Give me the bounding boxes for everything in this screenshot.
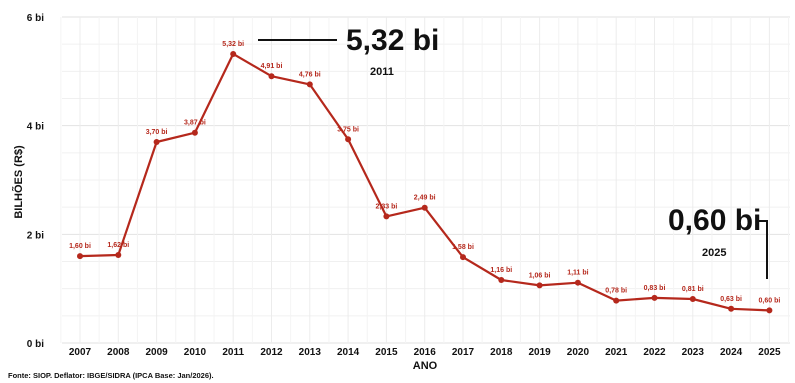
source-note: Fonte: SIOP. Deflator: IBGE/SIDRA (IPCA …	[8, 371, 214, 380]
x-tick-label: 2017	[452, 347, 475, 358]
data-point	[766, 307, 773, 314]
data-labels: 1,60 bi 1,62 bi 3,70 bi 3,87 bi 5,32 bi 4,91 …	[69, 41, 780, 304]
data-point	[460, 254, 466, 261]
x-tick-label: 2011	[222, 347, 244, 358]
x-tick-label: 2020	[567, 347, 590, 358]
data-point	[536, 282, 543, 289]
x-tick-label: 2019	[528, 347, 551, 358]
data-label: 3,70 bi	[146, 129, 168, 136]
data-label: 1,58 bi	[452, 244, 474, 251]
data-point	[153, 138, 160, 145]
y-tick-label: 6 bi	[27, 13, 44, 24]
data-label: 0,83 bi	[644, 285, 666, 292]
x-tick-label: 2023	[682, 347, 705, 358]
data-label: 3,87 bi	[184, 120, 206, 127]
data-point	[77, 253, 83, 260]
x-tick-label: 2010	[184, 347, 207, 358]
x-tick-label: 2018	[490, 347, 513, 358]
x-tick-label: 2015	[375, 347, 398, 358]
data-point	[345, 136, 352, 143]
data-point	[268, 73, 275, 80]
data-point	[191, 129, 198, 136]
x-tick-label: 2014	[337, 347, 360, 358]
callout-peak-year: 2011	[370, 66, 394, 78]
x-tick-label: 2021	[605, 347, 628, 358]
data-label: 1,60 bi	[69, 243, 91, 250]
data-label: 5,32 bi	[222, 41, 244, 48]
data-label: 1,06 bi	[529, 272, 551, 279]
x-tick-label: 2007	[69, 347, 92, 358]
data-label: 0,78 bi	[605, 288, 627, 295]
data-label: 3,75 bi	[337, 126, 359, 133]
x-tick-label: 2016	[414, 347, 437, 358]
x-tick-label: 2025	[758, 347, 781, 358]
data-point	[421, 204, 428, 211]
data-point	[230, 50, 237, 57]
data-points	[77, 50, 773, 314]
data-label: 2,49 bi	[414, 195, 436, 202]
data-point	[383, 213, 390, 220]
grid	[60, 16, 790, 344]
data-label: 2,33 bi	[376, 203, 398, 210]
x-tick-label: 2009	[145, 347, 168, 358]
data-point	[306, 81, 313, 88]
data-point	[689, 295, 696, 302]
data-point	[613, 297, 620, 304]
data-label: 1,16 bi	[490, 267, 512, 274]
x-tick-label: 2013	[299, 347, 322, 358]
x-tick-label: 2008	[107, 347, 130, 358]
data-point	[115, 251, 122, 258]
data-label: 1,62 bi	[107, 242, 129, 249]
x-tick-labels: 2007 2008 2009 2010 2011 2012 2013 2014 2015 2016…	[69, 347, 781, 358]
data-label: 1,11 bi	[567, 270, 588, 277]
callout-peak-value: 5,32 bi	[346, 24, 439, 57]
data-point	[651, 294, 658, 301]
x-tick-label: 2024	[720, 347, 743, 358]
callout-last-value: 0,60 bi	[668, 204, 761, 237]
x-tick-label: 2012	[260, 347, 283, 358]
y-tick-label: 0 bi	[27, 339, 44, 350]
callout-last-line	[756, 220, 768, 279]
data-label: 4,91 bi	[261, 63, 283, 70]
y-tick-labels: 0 bi 2 bi 4 bi 6 bi	[27, 13, 44, 350]
y-axis-title: BILHÕES (R$)	[12, 145, 25, 219]
y-tick-label: 2 bi	[27, 230, 44, 241]
data-label: 0,60 bi	[759, 297, 781, 304]
data-point	[498, 276, 505, 283]
x-tick-label: 2022	[643, 347, 666, 358]
data-point	[574, 279, 581, 286]
data-label: 0,81 bi	[682, 286, 704, 293]
data-label: 4,76 bi	[299, 71, 321, 78]
x-axis-title: ANO	[413, 360, 438, 372]
callout-last-year: 2025	[702, 247, 726, 259]
data-point	[728, 305, 735, 312]
y-tick-label: 4 bi	[27, 122, 44, 133]
data-label: 0,63 bi	[720, 296, 742, 303]
